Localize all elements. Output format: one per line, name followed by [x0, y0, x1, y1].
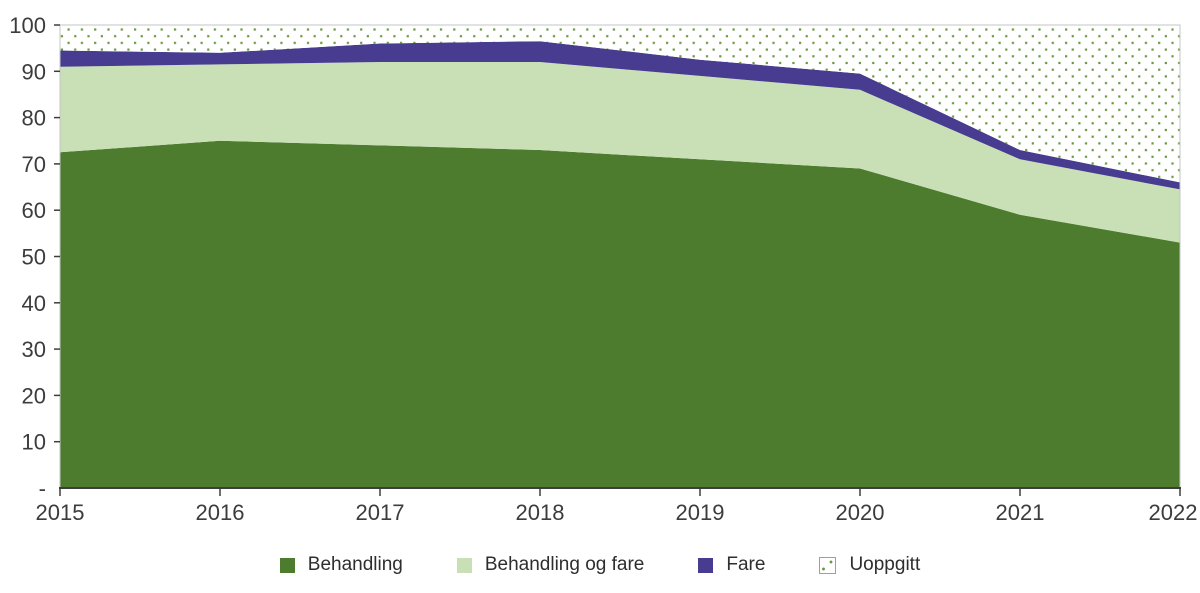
legend-swatch-fare-icon — [698, 557, 714, 573]
legend-label-uoppgitt: Uoppgitt — [849, 554, 921, 575]
svg-text:40: 40 — [22, 291, 46, 316]
svg-text:2019: 2019 — [676, 500, 725, 525]
svg-text:10: 10 — [22, 430, 46, 455]
chart-legend: Behandling Behandling og fare Fare Uoppg… — [0, 550, 1200, 580]
svg-text:70: 70 — [22, 152, 46, 177]
legend-label-fare: Fare — [726, 554, 766, 575]
legend-item-fare: Fare — [698, 554, 765, 576]
svg-text:60: 60 — [22, 198, 46, 223]
svg-text:2016: 2016 — [196, 500, 245, 525]
legend-swatch-uoppgitt-icon — [819, 556, 837, 574]
legend-item-behandling: Behandling — [279, 554, 403, 576]
svg-text:90: 90 — [22, 59, 46, 84]
chart-area: 2015 2016 2017 2018 2019 2020 2021 2022 - 10 20 30 4… — [9, 13, 1198, 525]
legend-label-behandling-og-fare: Behandling og fare — [484, 554, 645, 575]
svg-text:20: 20 — [22, 383, 46, 408]
svg-text:-: - — [39, 476, 46, 501]
stacked-area-chart: 2015 2016 2017 2018 2019 2020 2021 2022 - 10 20 30 4… — [9, 13, 1198, 525]
svg-text:80: 80 — [22, 106, 46, 131]
legend-item-behandling-og-fare: Behandling og fare — [456, 554, 645, 576]
svg-text:2021: 2021 — [996, 500, 1045, 525]
legend-swatch-behandling-icon — [279, 557, 295, 573]
legend-label-behandling: Behandling — [307, 554, 403, 575]
svg-text:2022: 2022 — [1149, 500, 1198, 525]
svg-text:100: 100 — [9, 13, 46, 38]
svg-text:30: 30 — [22, 337, 46, 362]
svg-text:50: 50 — [22, 245, 46, 270]
svg-text:2017: 2017 — [356, 500, 405, 525]
svg-text:2015: 2015 — [36, 500, 85, 525]
legend-swatch-behandling-og-fare-icon — [456, 557, 472, 573]
svg-text:2020: 2020 — [836, 500, 885, 525]
svg-text:2018: 2018 — [516, 500, 565, 525]
legend-item-uoppgitt: Uoppgitt — [819, 554, 920, 576]
